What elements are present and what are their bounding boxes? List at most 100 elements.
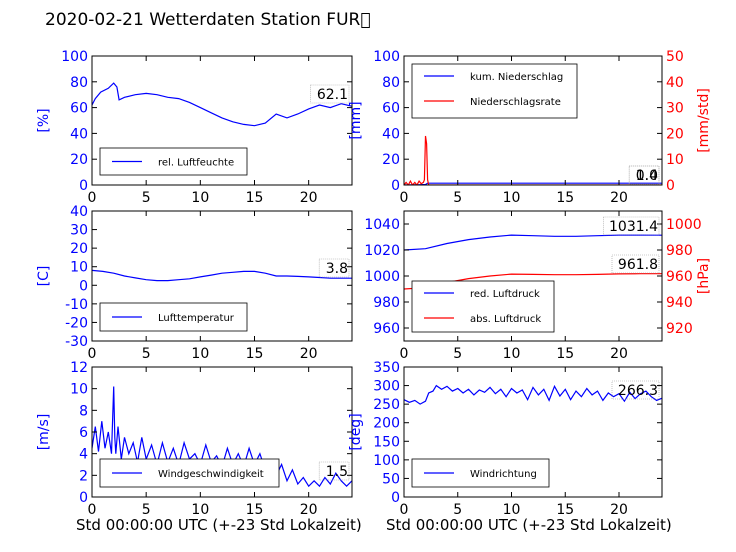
y-axis-label: [mm] bbox=[348, 101, 364, 139]
x-tick-label: 10 bbox=[191, 502, 209, 518]
y2-tick-label: 10 bbox=[666, 152, 684, 168]
x-tick-label: 0 bbox=[400, 502, 409, 518]
x-tick-label: 5 bbox=[453, 190, 462, 206]
value-annotation-2: 961.8 bbox=[618, 257, 658, 273]
y-tick-label: 60 bbox=[70, 101, 88, 117]
series-line-1-1 bbox=[92, 82, 352, 127]
x-tick-label: 20 bbox=[300, 502, 318, 518]
y-tick-label: 40 bbox=[70, 204, 88, 220]
y-tick-label: 100 bbox=[373, 453, 400, 469]
value-annotation: 1.5 bbox=[326, 464, 348, 480]
series-line-6-1 bbox=[404, 384, 662, 405]
value-annotation: 3.8 bbox=[326, 261, 348, 277]
series-line-3-1 bbox=[92, 269, 352, 282]
plot-frame bbox=[403, 366, 663, 498]
chart-panel-3: 0 5 10 15 20 -30 -20 -10 0 10 20 30 40 [C] Lufttempera… bbox=[36, 204, 353, 362]
y-tick-label: -30 bbox=[65, 334, 88, 350]
y-tick-label: 960 bbox=[373, 321, 400, 337]
y-tick-label: 40 bbox=[382, 126, 400, 142]
y-tick-label: 2 bbox=[79, 468, 88, 484]
x-tick-label: 15 bbox=[246, 346, 264, 362]
x-tick-label: 5 bbox=[142, 190, 151, 206]
x-tick-label: 5 bbox=[453, 502, 462, 518]
y-tick-label: 100 bbox=[373, 49, 400, 65]
x-tick-label: 10 bbox=[191, 190, 209, 206]
value-annotation: 1031.4 bbox=[609, 219, 658, 235]
legend-label: Niederschlagsrate bbox=[470, 97, 561, 108]
y-tick-label: 8 bbox=[79, 403, 88, 419]
legend-label: rel. Luftfeuchte bbox=[158, 158, 234, 169]
value-annotation-frame bbox=[603, 216, 660, 236]
y-tick-label: 12 bbox=[70, 360, 88, 376]
y-tick-label: 200 bbox=[373, 416, 400, 432]
y-tick-label: 150 bbox=[373, 434, 400, 450]
y-tick-label: 0 bbox=[391, 490, 400, 506]
x-tick-label: 15 bbox=[246, 190, 264, 206]
chart-panel-5: 0 5 10 15 20 0 2 4 6 8 10 12 [m/s] Windgeschwindigkei… bbox=[36, 360, 353, 518]
y-tick-label: 980 bbox=[373, 295, 400, 311]
x-tick-label: 0 bbox=[88, 346, 97, 362]
chart-panel-4: 0 5 10 15 20 960 980 1000 1020 1040 920 940 960 980 10… bbox=[364, 210, 712, 362]
x-tick-label: 15 bbox=[246, 502, 264, 518]
y-axis-label: [m/s] bbox=[36, 414, 52, 451]
chart-panel-2: 0 5 10 15 20 0 20 40 60 80 100 0 10 20 30 40 50 [mm] [mm/s… bbox=[348, 49, 712, 206]
figure-title: 2020-02-21 Wetterdaten Station FUR  bbox=[45, 10, 371, 30]
chart-panel-6: 0 5 10 15 20050100150200250300350[deg]Windri… bbox=[348, 360, 663, 518]
x-tick-label: 15 bbox=[556, 190, 574, 206]
y-tick-label: 300 bbox=[373, 379, 400, 395]
y2-tick-label: 20 bbox=[666, 126, 684, 142]
x-tick-label: 5 bbox=[453, 346, 462, 362]
value-annotation-frame bbox=[611, 380, 660, 400]
y-tick-label: 10 bbox=[70, 260, 88, 276]
y2-tick-label: 980 bbox=[666, 243, 693, 259]
y-tick-label: 80 bbox=[382, 75, 400, 91]
y-tick-label: 4 bbox=[79, 447, 88, 463]
y-tick-label: 40 bbox=[70, 126, 88, 142]
y-tick-label: 1040 bbox=[364, 217, 400, 233]
y2-tick-label: 920 bbox=[666, 321, 693, 337]
y2-tick-label: 0 bbox=[666, 178, 675, 194]
x-tick-label: 10 bbox=[191, 346, 209, 362]
x-tick-label: 10 bbox=[503, 346, 521, 362]
series-line-5-1 bbox=[92, 386, 352, 488]
y-tick-label: 30 bbox=[70, 223, 88, 239]
y-tick-label: -20 bbox=[65, 315, 88, 331]
y-axis-label: [%] bbox=[36, 108, 52, 132]
value-annotation-2-frame bbox=[611, 254, 660, 274]
x-tick-label: 20 bbox=[610, 346, 628, 362]
x-tick-label: 0 bbox=[88, 502, 97, 518]
legend-label: kum. Niederschlag bbox=[470, 72, 563, 83]
plot-frame bbox=[91, 210, 353, 342]
x-tick-label: 10 bbox=[503, 190, 521, 206]
value-annotation: 266.3 bbox=[618, 383, 658, 399]
value-annotation-2: 0.0 bbox=[636, 168, 658, 184]
x-tick-label: 0 bbox=[88, 190, 97, 206]
y-tick-label: 80 bbox=[70, 75, 88, 91]
y-tick-label: 0 bbox=[79, 490, 88, 506]
x-tick-label: 5 bbox=[142, 346, 151, 362]
y2-tick-label: 1000 bbox=[666, 217, 702, 233]
plot-frame bbox=[91, 55, 353, 186]
y2-tick-label: 960 bbox=[666, 269, 693, 285]
legend-box bbox=[411, 280, 555, 333]
x-axis-label-left: Std 00:00:00 UTC (+-23 Std Lokalzeit) bbox=[76, 516, 362, 534]
y-tick-label: 20 bbox=[70, 241, 88, 257]
series-line-4-1 bbox=[404, 234, 662, 251]
series-line-2-2 bbox=[404, 135, 662, 185]
legend-label: Windrichtung bbox=[470, 469, 537, 480]
legend-label: red. Luftdruck bbox=[470, 289, 540, 300]
x-tick-label: 5 bbox=[142, 502, 151, 518]
y-tick-label: 20 bbox=[382, 152, 400, 168]
chart-panel-1: 0 5 10 15 20 0 20 40 60 80 100 [%] rel. Luftfeuchte 6… bbox=[36, 49, 353, 206]
value-annotation: 1.4 bbox=[636, 168, 658, 184]
y-tick-label: 250 bbox=[373, 397, 400, 413]
legend-label: Lufttemperatur bbox=[158, 313, 235, 324]
y2-axis-label: [hPa] bbox=[696, 258, 712, 294]
y2-tick-label: 30 bbox=[666, 101, 684, 117]
y-tick-label: 10 bbox=[70, 382, 88, 398]
x-tick-label: 15 bbox=[556, 346, 574, 362]
y2-tick-label: 40 bbox=[666, 75, 684, 91]
x-tick-label: 10 bbox=[503, 502, 521, 518]
y-tick-label: 20 bbox=[70, 152, 88, 168]
